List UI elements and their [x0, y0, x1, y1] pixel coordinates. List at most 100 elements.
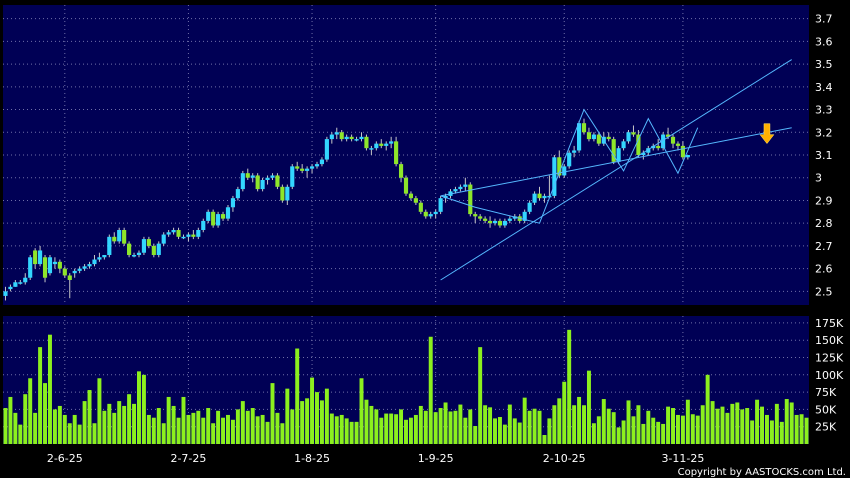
volume-bar: [280, 423, 285, 444]
candle-body: [507, 218, 512, 221]
volume-bar: [779, 421, 784, 444]
candle-body: [606, 136, 611, 140]
volume-bar: [146, 414, 151, 444]
price-tick-label: 3.7: [815, 13, 833, 26]
candle-body: [38, 250, 43, 265]
volume-bar: [666, 406, 671, 444]
volume-bar: [700, 405, 705, 444]
volume-bar: [161, 423, 166, 444]
volume-bar: [443, 402, 448, 444]
volume-bar: [127, 394, 132, 444]
candle-body: [300, 168, 305, 171]
volume-bar: [102, 410, 107, 444]
volume-bar: [374, 409, 379, 444]
candle-body: [552, 157, 557, 196]
volume-bar: [557, 398, 562, 444]
volume-bar: [720, 406, 725, 444]
candle-body: [186, 234, 191, 237]
candle-body: [260, 180, 265, 190]
candle-body: [156, 243, 161, 255]
candle-body: [176, 230, 181, 237]
candle-body: [57, 261, 62, 269]
volume-bar: [685, 399, 690, 444]
volume-bar: [319, 400, 324, 444]
volume-bar: [750, 420, 755, 444]
volume-tick-label: 25K: [815, 421, 837, 434]
volume-bar: [408, 417, 413, 444]
volume-bar: [310, 377, 315, 444]
signal-arrow-icon: [759, 123, 775, 145]
candle-body: [72, 270, 77, 274]
volume-bar: [760, 406, 765, 444]
candle-body: [141, 239, 147, 253]
volume-bar: [181, 396, 186, 444]
candle-body: [453, 189, 458, 192]
volume-bar: [191, 412, 196, 444]
candle-body: [591, 134, 596, 140]
candle-body: [398, 164, 404, 178]
volume-bar: [413, 414, 418, 444]
volume-bar: [339, 414, 344, 444]
candle-body: [255, 175, 260, 190]
candle-body: [92, 259, 97, 265]
volume-bar: [789, 402, 794, 444]
candle-body: [675, 143, 681, 146]
volume-bar: [47, 334, 52, 444]
volume-bar: [285, 388, 290, 444]
volume-bar: [423, 410, 428, 444]
volume-bar: [497, 417, 502, 444]
candle-body: [151, 245, 156, 255]
volume-bar: [705, 374, 710, 444]
volume-bar: [3, 408, 8, 444]
volume-bar: [438, 408, 443, 444]
candle-body: [374, 143, 379, 149]
volume-bar: [671, 408, 675, 444]
volume-bar: [799, 414, 804, 444]
volume-bar: [364, 399, 369, 444]
volume-bar: [675, 414, 680, 444]
price-tick-label: 3.2: [815, 126, 833, 139]
volume-bar: [567, 329, 572, 444]
volume-bar: [586, 370, 591, 444]
volume-bar: [13, 412, 18, 444]
candle-body: [47, 257, 53, 274]
candle-body: [680, 145, 685, 158]
candle-body: [171, 230, 176, 233]
volume-bar: [324, 388, 329, 444]
candle-body: [581, 123, 587, 133]
candle-body: [364, 136, 369, 149]
signal-arrow-shape: [759, 123, 775, 145]
candle-body: [527, 202, 532, 212]
candle-body: [463, 184, 468, 187]
candle-body: [131, 255, 137, 257]
volume-bar: [201, 417, 206, 444]
candle-body: [62, 268, 67, 276]
candle-body: [631, 132, 636, 135]
candle-body: [166, 232, 171, 235]
volume-bar: [112, 412, 117, 444]
volume-bar: [493, 418, 497, 444]
volume-tick-label: 150K: [815, 334, 844, 347]
volume-bar: [151, 417, 156, 444]
candle-body: [67, 275, 72, 280]
volume-bar: [176, 417, 181, 444]
volume-bar: [82, 401, 87, 444]
candle-body: [161, 234, 166, 244]
volume-bar: [245, 410, 250, 444]
price-tick-label: 3.4: [815, 81, 833, 94]
volume-tick-label: 100K: [815, 369, 844, 382]
volume-tick-label: 125K: [815, 352, 844, 365]
x-tick-label: 2-7-25: [170, 452, 206, 465]
candle-body: [42, 257, 48, 278]
volume-bar: [329, 413, 334, 444]
volume-bar: [290, 409, 295, 444]
channel-line: [440, 59, 792, 281]
candle-body: [492, 220, 498, 224]
volume-bar: [616, 427, 621, 444]
volume-tick-label: 175K: [815, 317, 844, 330]
volume-bar: [67, 423, 72, 444]
volume-bar: [517, 422, 522, 444]
volume-bar: [483, 405, 488, 444]
volume-bar: [132, 403, 137, 444]
volume-bar: [87, 390, 92, 444]
